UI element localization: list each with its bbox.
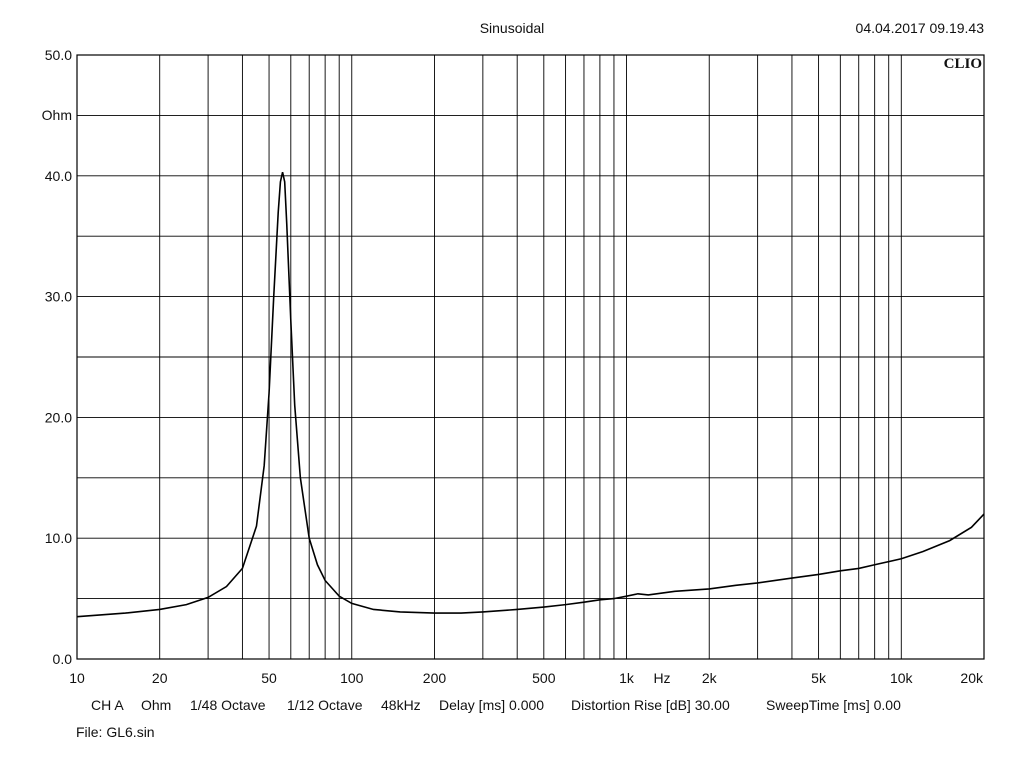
sample-rate-label: 48kHz bbox=[381, 697, 421, 713]
y-tick-label: 10.0 bbox=[45, 530, 72, 546]
x-tick-label: 200 bbox=[423, 670, 447, 686]
x-tick-label: 20k bbox=[960, 670, 984, 686]
sweep-time-label: SweepTime [ms] 0.00 bbox=[766, 697, 901, 713]
plot-frame bbox=[76, 54, 985, 660]
y-tick-label: 0.0 bbox=[53, 651, 73, 667]
channel-label: CH A bbox=[91, 697, 124, 713]
y-tick-label: 20.0 bbox=[45, 409, 72, 425]
distortion-rise-label: Distortion Rise [dB] 30.00 bbox=[571, 697, 730, 713]
y-tick-label: 40.0 bbox=[45, 168, 72, 184]
x-tick-label: 10k bbox=[890, 670, 914, 686]
chart-title: Sinusoidal bbox=[480, 20, 545, 36]
file-name-label: File: GL6.sin bbox=[76, 724, 155, 740]
x-tick-label: 1k bbox=[619, 670, 635, 686]
x-tick-label: 50 bbox=[261, 670, 277, 686]
x-tick-label: 2k bbox=[702, 670, 718, 686]
file-info: File: GL6.sin bbox=[0, 724, 1024, 744]
grid-lines bbox=[77, 55, 984, 659]
smoothing-label: 1/12 Octave bbox=[287, 697, 363, 713]
x-axis-label: Hz bbox=[653, 670, 670, 686]
delay-label: Delay [ms] 0.000 bbox=[439, 697, 545, 713]
timestamp: 04.04.2017 09.19.43 bbox=[856, 20, 985, 36]
x-tick-label: 5k bbox=[811, 670, 827, 686]
measurement-settings: CH A Ohm 1/48 Octave 1/12 Octave 48kHz D… bbox=[0, 697, 1024, 717]
x-tick-labels: 10 20 50 100 200 500 1k 2k 5k 10k 20k bbox=[69, 670, 984, 686]
x-tick-label: 500 bbox=[532, 670, 556, 686]
y-tick-labels: 0.0 10.0 20.0 30.0 40.0 50.0 bbox=[45, 47, 72, 667]
y-axis-label: Ohm bbox=[42, 107, 72, 123]
resolution-label: 1/48 Octave bbox=[190, 697, 266, 713]
clio-logo: CLIO bbox=[944, 56, 982, 72]
impedance-curve bbox=[76, 172, 985, 618]
y-tick-label: 50.0 bbox=[45, 47, 72, 63]
y-tick-label: 30.0 bbox=[45, 289, 72, 305]
x-tick-label: 100 bbox=[340, 670, 364, 686]
x-tick-label: 20 bbox=[152, 670, 168, 686]
x-tick-label: 10 bbox=[69, 670, 85, 686]
unit-label: Ohm bbox=[141, 697, 172, 713]
